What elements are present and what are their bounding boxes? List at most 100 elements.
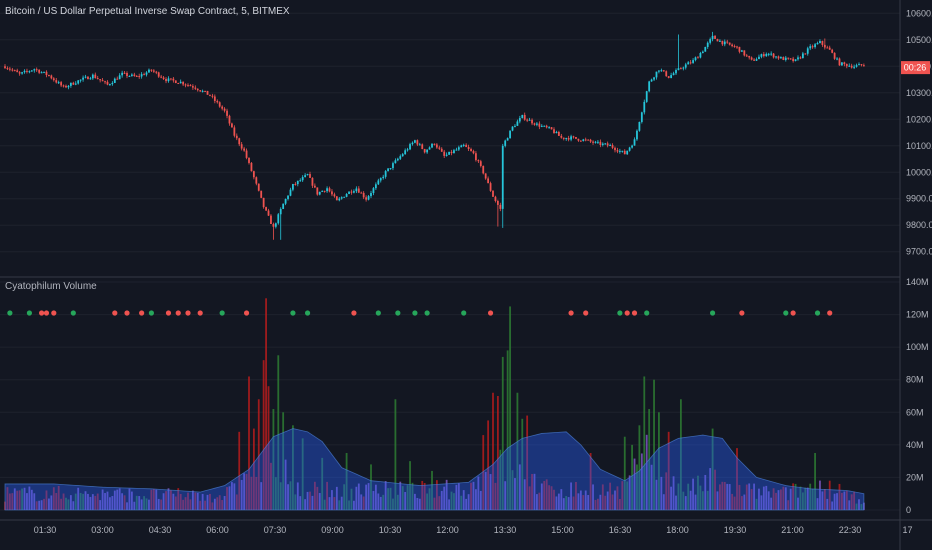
volume-tick-label: 100M: [906, 342, 929, 352]
candle-body: [706, 42, 709, 47]
volume-bar: [321, 457, 324, 510]
volume-bar: [309, 491, 311, 510]
candle-body: [216, 100, 219, 103]
volume-bar: [167, 488, 170, 510]
volume-bar: [758, 488, 760, 510]
time-tick-label: 10:30: [379, 525, 402, 535]
volume-bar: [223, 496, 226, 510]
volume-bar: [814, 453, 816, 510]
volume-bar: [421, 480, 424, 510]
volume-bar: [587, 495, 590, 510]
candle-body: [536, 123, 538, 125]
volume-bar: [438, 496, 441, 510]
candle-body: [414, 140, 416, 143]
candle-body: [553, 129, 555, 134]
volume-bar: [67, 499, 70, 510]
volume-bar: [592, 484, 594, 510]
volume-bar: [262, 360, 265, 510]
candle-body: [470, 148, 472, 152]
volume-bar: [245, 473, 248, 510]
volume-bar: [538, 492, 541, 510]
volume-bar: [484, 471, 487, 510]
candle-body: [723, 41, 726, 45]
volume-bar: [823, 489, 826, 510]
volume-bar: [687, 483, 690, 510]
candle-body: [692, 60, 694, 63]
volume-bar: [472, 481, 475, 510]
candle-body: [116, 78, 119, 80]
candle-body: [309, 174, 311, 178]
last-price-tag: 00:26: [901, 61, 930, 75]
candle-body: [284, 198, 287, 204]
volume-bar: [604, 495, 607, 510]
candle-body: [277, 214, 280, 224]
time-tick-label: 12:00: [436, 525, 459, 535]
time-tick-label: 17: [902, 525, 912, 535]
candle-body: [35, 69, 38, 71]
volume-bar: [274, 477, 277, 510]
candle-body: [577, 138, 580, 141]
candle-body: [816, 43, 819, 45]
candle-body: [138, 76, 141, 78]
candle-body: [55, 80, 58, 83]
time-axis[interactable]: 01:30 03:00 04:30 06:00 07:30 09:00 10:30 12:00…: [34, 525, 913, 535]
candle-body: [767, 53, 770, 55]
candle-body: [250, 162, 253, 172]
candle-body: [645, 91, 648, 102]
volume-bar: [523, 479, 526, 510]
volume-bars[interactable]: [4, 298, 865, 510]
volume-bar: [848, 500, 851, 510]
price-tick-label: 9700.0: [906, 247, 932, 257]
volume-bar: [792, 483, 795, 510]
volume-bar: [445, 479, 448, 510]
volume-bar: [384, 481, 387, 510]
volume-bar: [645, 434, 648, 510]
volume-bar: [640, 453, 643, 510]
candle-body: [69, 82, 72, 86]
candle-body: [96, 78, 99, 80]
volume-bar: [414, 493, 416, 510]
volume-bar: [584, 490, 587, 510]
volume-bar: [780, 489, 782, 510]
volume-bar: [187, 492, 189, 510]
candle-body: [45, 71, 48, 76]
candle-body: [172, 78, 175, 81]
volume-bar: [340, 496, 343, 510]
volume-bar: [536, 494, 538, 510]
volume-bar: [750, 489, 753, 510]
signal-dot: [487, 310, 494, 316]
volume-bar: [679, 399, 682, 510]
candle-body: [223, 108, 226, 111]
candle-body: [589, 139, 592, 142]
volume-bar: [109, 497, 111, 510]
candle-body: [740, 50, 743, 52]
candle-body: [326, 188, 328, 192]
volume-bar: [372, 490, 375, 510]
candle-body: [677, 68, 680, 71]
volume-bar: [494, 482, 497, 510]
volume-bar: [184, 497, 187, 510]
volume-bar: [228, 486, 231, 510]
volume-bar: [362, 496, 365, 510]
candle-body: [299, 180, 302, 182]
volume-tick-label: 80M: [906, 375, 924, 385]
candle-body: [784, 57, 787, 60]
volume-axis[interactable]: 0 20M 40M 60M 80M 100M 120M 140M: [906, 277, 929, 515]
candle-body: [575, 136, 577, 139]
volume-bar: [455, 484, 458, 510]
candle-body: [601, 143, 604, 145]
volume-bar: [501, 356, 504, 510]
candle-body: [150, 69, 153, 71]
volume-bar: [828, 480, 831, 510]
candle-body: [323, 190, 326, 192]
time-tick-label: 15:00: [551, 525, 574, 535]
volume-bar: [799, 486, 802, 510]
price-candles[interactable]: [4, 31, 865, 240]
signal-dot: [624, 310, 630, 316]
candle-body: [13, 70, 16, 72]
candle-body: [189, 85, 192, 87]
candle-body: [782, 57, 785, 60]
volume-bar: [201, 493, 204, 510]
